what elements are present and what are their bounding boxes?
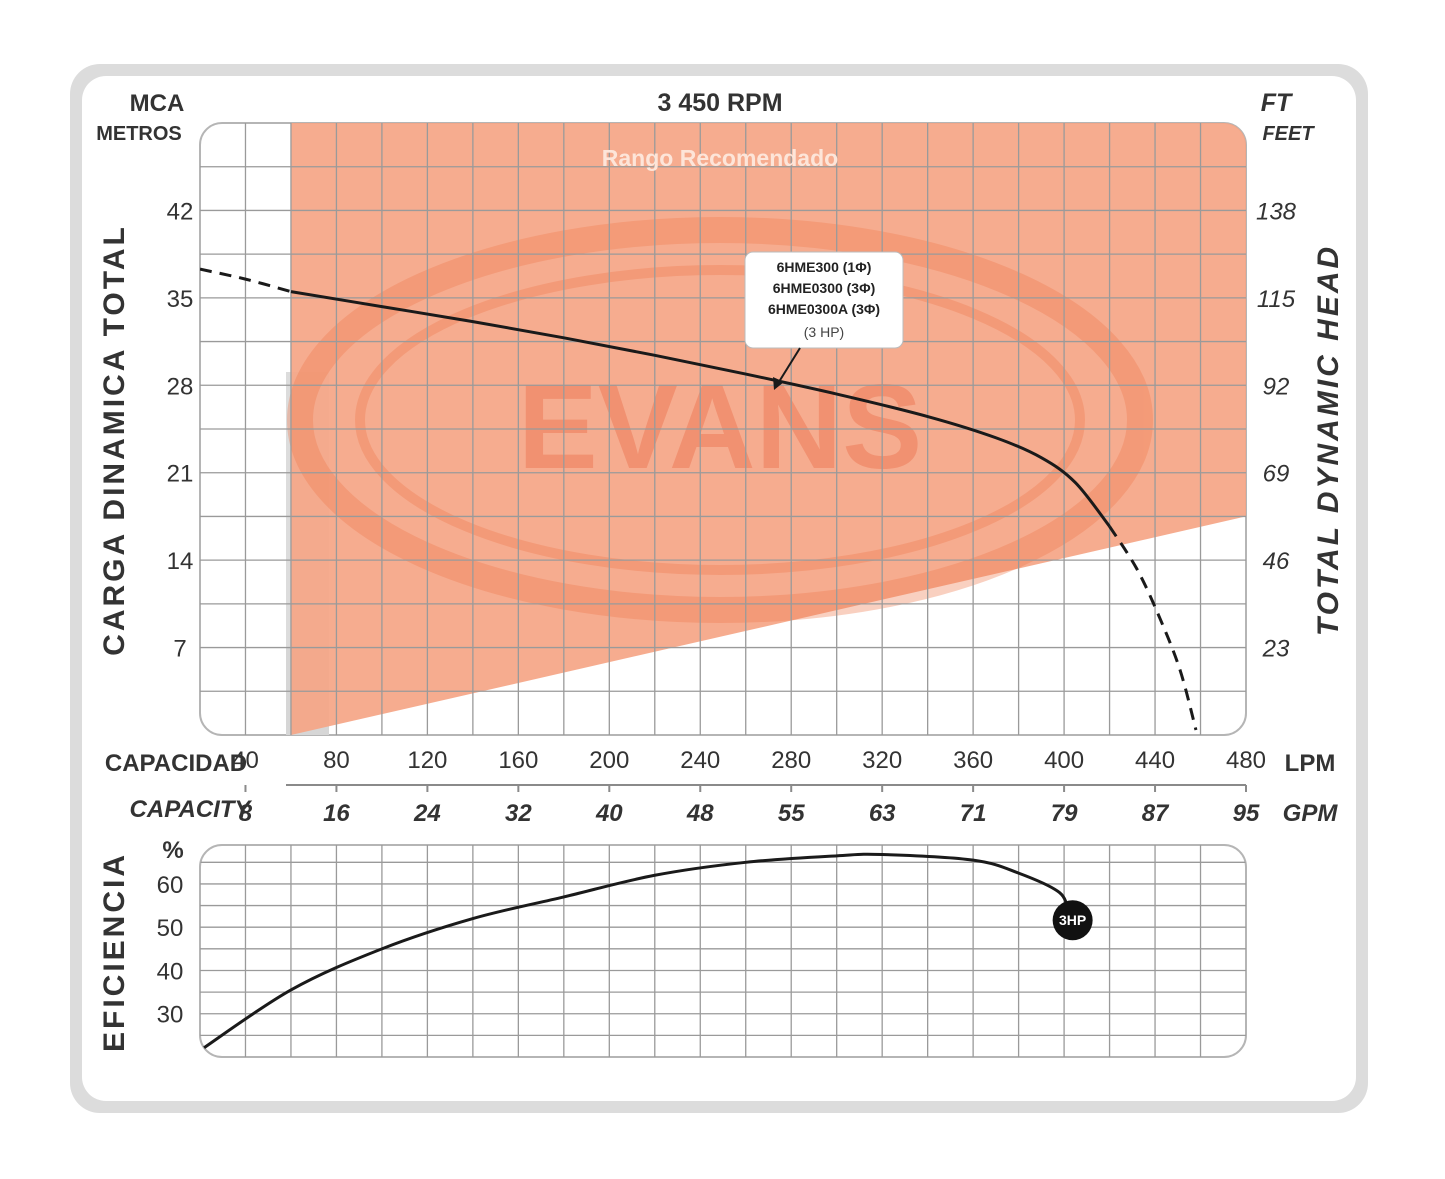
chart-title: 3 450 RPM bbox=[657, 89, 782, 117]
lpm-tick-labels: 40 80 120 160 200 240 280 320 360 400 440 480 bbox=[232, 747, 1266, 774]
efficiency-plot-background bbox=[199, 844, 1247, 1058]
head-curve-dashed-end bbox=[1108, 525, 1198, 731]
head-y-ticks-right: 23 46 69 92 115 138 bbox=[1256, 198, 1297, 662]
gpm-tick-label: 32 bbox=[505, 800, 532, 827]
left-y-tick-label: 28 bbox=[167, 373, 194, 400]
head-curve-dashed-start bbox=[200, 267, 292, 294]
annotation-line-4: (3 HP) bbox=[804, 324, 844, 340]
x-axis-title: CAPACIDAD bbox=[105, 750, 247, 777]
badge-label: 3HP bbox=[1059, 912, 1086, 928]
right-y-tick-label: 23 bbox=[1262, 636, 1290, 663]
head-curve bbox=[290, 290, 1111, 528]
model-annotation: 6HME300 (1Φ) 6HME0300 (3Φ) 6HME0300A (3Φ… bbox=[744, 251, 904, 390]
lpm-tick-label: 400 bbox=[1044, 747, 1084, 774]
right-axis-title: TOTAL DYNAMIC HEAD bbox=[1312, 244, 1345, 636]
right-unit-bottom: FEET bbox=[1262, 123, 1315, 145]
efficiency-axis-title: EFICIENCIA bbox=[98, 852, 131, 1052]
gpm-tick-label: 8 bbox=[239, 800, 253, 827]
x-axis-unit: LPM bbox=[1285, 750, 1336, 777]
gpm-tick-label: 71 bbox=[960, 800, 987, 827]
efficiency-y-tick-label: 30 bbox=[157, 1002, 184, 1029]
gpm-tick-label: 55 bbox=[778, 800, 805, 827]
efficiency-plot: 3HP bbox=[199, 844, 1247, 1058]
left-y-tick-label: 21 bbox=[167, 461, 194, 488]
x-axis-secondary-title: CAPACITY bbox=[130, 796, 253, 823]
lpm-tick-label: 200 bbox=[589, 747, 629, 774]
annotation-box bbox=[744, 251, 904, 349]
left-unit-top: MCA bbox=[130, 90, 185, 117]
gpm-tick-label: 40 bbox=[595, 800, 623, 827]
lpm-tick-label: 360 bbox=[953, 747, 993, 774]
left-unit-bottom: METROS bbox=[96, 123, 182, 145]
lpm-tick-label: 40 bbox=[232, 747, 259, 774]
head-y-ticks: 7 14 21 28 35 42 bbox=[167, 198, 194, 662]
annotation-arrow-head bbox=[773, 377, 784, 390]
lpm-tick-label: 440 bbox=[1135, 747, 1175, 774]
efficiency-y-ticks: 30 40 50 60 bbox=[157, 872, 184, 1029]
left-y-tick-label: 35 bbox=[167, 286, 194, 313]
lpm-tick-label: 480 bbox=[1226, 747, 1266, 774]
gpm-tick-label: 79 bbox=[1051, 800, 1078, 827]
annotation-line-3: 6HME0300A (3Φ) bbox=[768, 301, 880, 317]
efficiency-curve bbox=[200, 852, 1071, 1052]
gpm-tick-label: 95 bbox=[1233, 800, 1260, 827]
right-y-tick-label: 92 bbox=[1263, 373, 1290, 400]
gpm-tick-label: 63 bbox=[869, 800, 896, 827]
head-plot: EVANS Rango Recomendado 6HME300 (1Φ) 6HM… bbox=[199, 122, 1247, 736]
lpm-tick-label: 80 bbox=[323, 747, 350, 774]
left-y-tick-label: 42 bbox=[167, 198, 194, 225]
right-y-tick-label: 46 bbox=[1263, 548, 1290, 575]
range-label: Rango Recomendado bbox=[602, 145, 838, 171]
gpm-tick-label: 48 bbox=[686, 800, 714, 827]
efficiency-y-tick-label: 40 bbox=[157, 958, 184, 985]
efficiency-y-tick-label: 60 bbox=[157, 872, 184, 899]
left-axis-title: CARGA DINAMICA TOTAL bbox=[98, 224, 131, 656]
lpm-tick-label: 160 bbox=[498, 747, 538, 774]
left-y-tick-label: 14 bbox=[167, 548, 194, 575]
lpm-tick-label: 280 bbox=[771, 747, 811, 774]
x-axis-secondary-unit: GPM bbox=[1283, 800, 1339, 827]
lpm-tick-label: 320 bbox=[862, 747, 902, 774]
efficiency-end-badge: 3HP bbox=[1052, 900, 1093, 941]
badge-circle bbox=[1052, 900, 1093, 941]
efficiency-y-tick-label: 50 bbox=[157, 915, 184, 942]
gpm-tick-label: 24 bbox=[413, 800, 441, 827]
watermark-text: EVANS bbox=[518, 360, 923, 494]
right-y-tick-label: 115 bbox=[1257, 286, 1296, 313]
lpm-tick-label: 120 bbox=[407, 747, 447, 774]
annotation-line-2: 6HME0300 (3Φ) bbox=[773, 280, 876, 296]
gpm-tick-label: 87 bbox=[1142, 800, 1170, 827]
capacity-divider-ticks bbox=[244, 785, 1247, 792]
head-grid bbox=[200, 123, 1246, 735]
right-unit-top: FT bbox=[1261, 89, 1294, 117]
lpm-tick-label: 240 bbox=[680, 747, 720, 774]
right-y-tick-label: 69 bbox=[1263, 461, 1290, 488]
gpm-tick-labels: 8 16 24 32 40 48 55 63 71 79 87 95 bbox=[239, 800, 1260, 827]
left-y-tick-label: 7 bbox=[173, 636, 186, 663]
annotation-arrow bbox=[776, 347, 801, 386]
annotation-line-1: 6HME300 (1Φ) bbox=[777, 259, 872, 275]
efficiency-unit: % bbox=[162, 837, 183, 864]
gpm-tick-label: 16 bbox=[323, 800, 350, 827]
evans-watermark: EVANS bbox=[287, 217, 1153, 623]
right-y-tick-label: 138 bbox=[1256, 198, 1297, 225]
